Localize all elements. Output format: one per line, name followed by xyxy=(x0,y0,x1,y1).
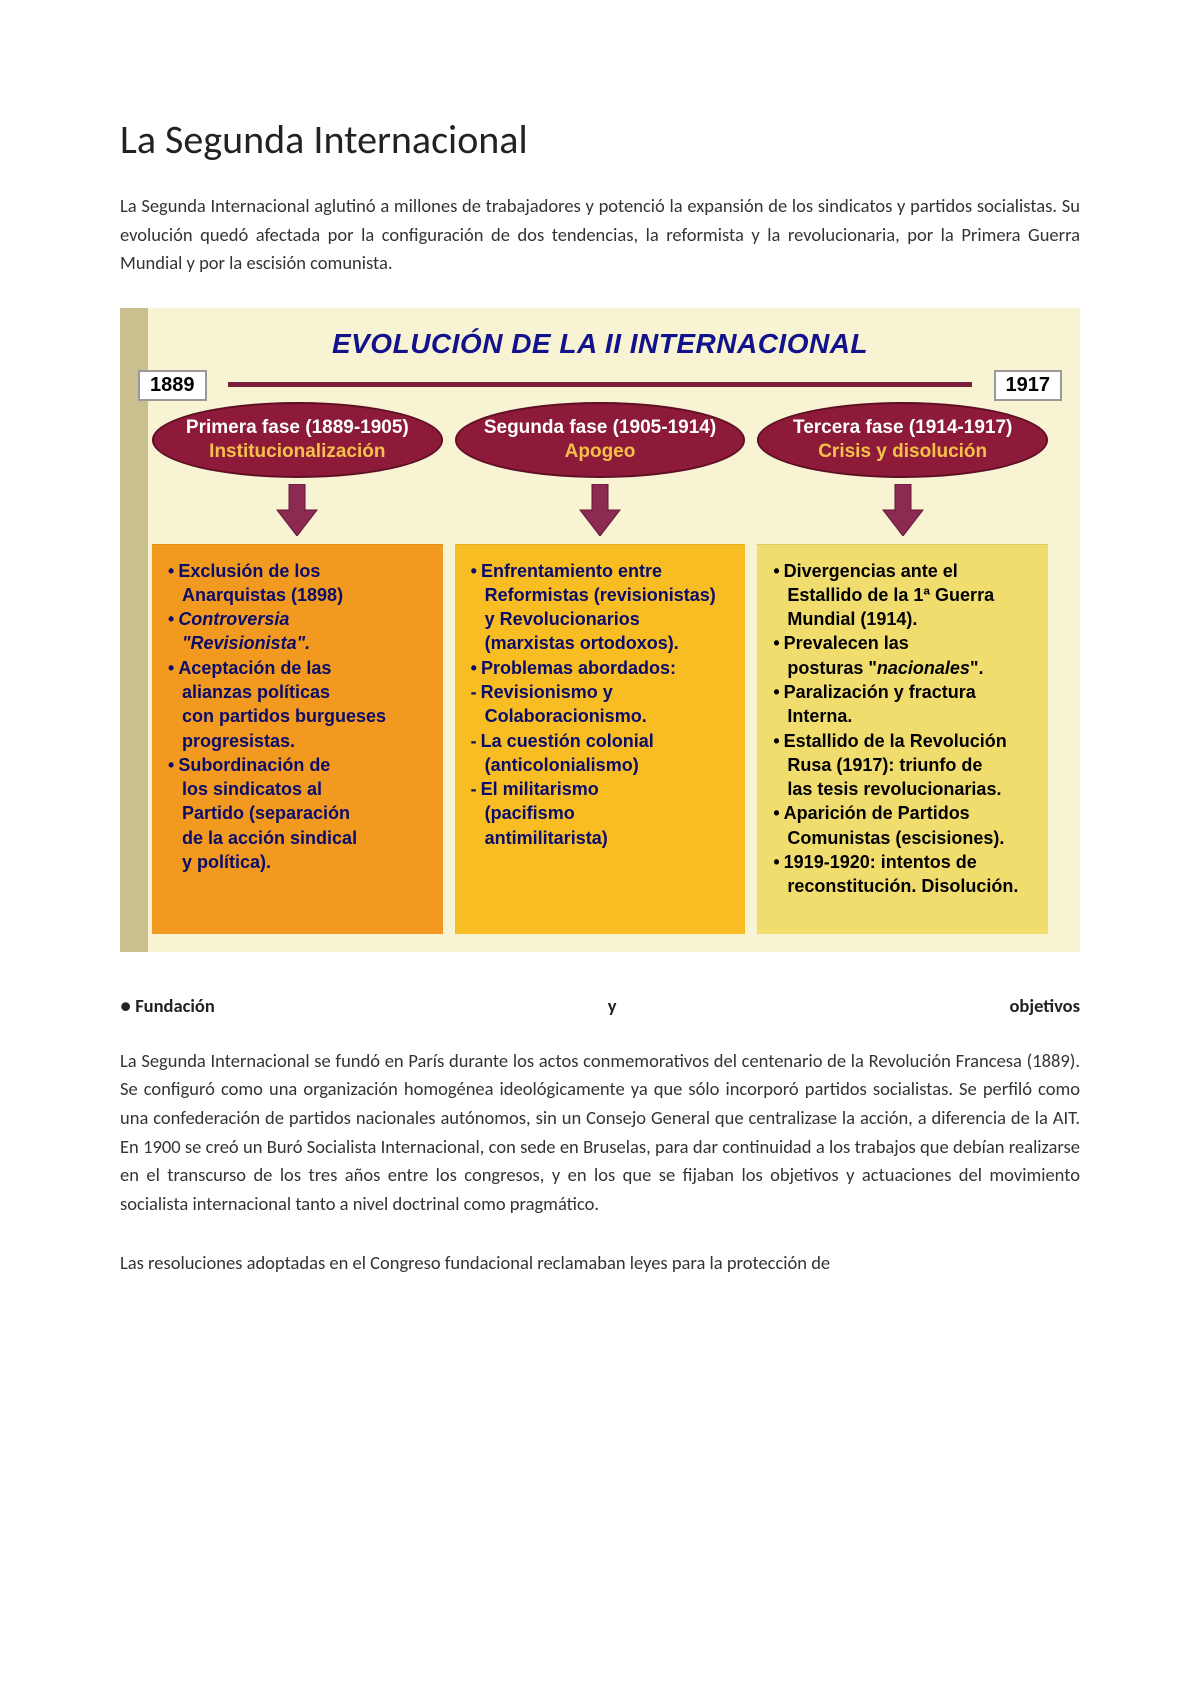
b2-5c: antimilitarista) xyxy=(471,826,732,850)
b1-4e: y política). xyxy=(168,850,429,874)
down-arrow-icon xyxy=(578,484,622,536)
phase-row: Primera fase (1889-1905) Institucionaliz… xyxy=(146,402,1054,934)
phase-col-2: Segunda fase (1905-1914) Apogeo •Enfrent… xyxy=(449,402,752,934)
b3-1a: Divergencias ante el xyxy=(784,559,958,583)
phase2-line2: Apogeo xyxy=(467,440,734,464)
phase-oval-3: Tercera fase (1914-1917) Crisis y disolu… xyxy=(757,402,1048,478)
b2-3b: Colaboracionismo. xyxy=(471,704,732,728)
detail-box-3: •Divergencias ante el Estallido de la 1ª… xyxy=(757,544,1048,934)
b1-1b: Anarquistas (1898) xyxy=(168,583,429,607)
year-start: 1889 xyxy=(138,370,207,401)
paragraph-2: Las resoluciones adoptadas en el Congres… xyxy=(120,1249,1080,1278)
b3-6a: 1919-1920: intentos de xyxy=(784,850,977,874)
b3-3a: Paralización y fractura xyxy=(784,680,976,704)
intro-paragraph: La Segunda Internacional aglutinó a mill… xyxy=(120,192,1080,278)
b1-2a: Controversia xyxy=(178,607,289,631)
b3-1c: Mundial (1914). xyxy=(773,607,1034,631)
b2-1b: Reformistas (revisionistas) xyxy=(471,583,732,607)
section-heading: ●Fundación y objetivos xyxy=(120,994,1080,1017)
phase-oval-2: Segunda fase (1905-1914) Apogeo xyxy=(455,402,746,478)
phase3-line1: Tercera fase (1914-1917) xyxy=(769,416,1036,440)
page-title: La Segunda Internacional xyxy=(120,115,1080,164)
down-arrow-icon xyxy=(881,484,925,536)
b1-2b: "Revisionista". xyxy=(168,631,429,655)
timeline: 1889 1917 xyxy=(138,366,1062,400)
b3-1b: Estallido de la 1ª Guerra xyxy=(773,583,1034,607)
b3-3b: Interna. xyxy=(773,704,1034,728)
b3-6b: reconstitución. Disolución. xyxy=(773,874,1034,898)
b2-5a: El militarismo xyxy=(481,777,599,801)
evolution-diagram: EVOLUCIÓN DE LA II INTERNACIONAL 1889 19… xyxy=(120,308,1080,952)
b2-2: Problemas abordados: xyxy=(481,656,676,680)
b2-4a: La cuestión colonial xyxy=(481,729,654,753)
detail-box-2: •Enfrentamiento entre Reformistas (revis… xyxy=(455,544,746,934)
phase1-line2: Institucionalización xyxy=(164,440,431,464)
b1-4c: Partido (separación xyxy=(168,801,429,825)
b3-2b: posturas "nacionales". xyxy=(773,656,1034,680)
head-w2: y xyxy=(608,994,617,1017)
phase2-line1: Segunda fase (1905-1914) xyxy=(467,416,734,440)
detail-box-1: •Exclusión de los Anarquistas (1898) •Co… xyxy=(152,544,443,934)
head-w3: objetivos xyxy=(1009,994,1080,1017)
b1-3d: progresistas. xyxy=(168,729,429,753)
b1-3a: Aceptación de las xyxy=(178,656,331,680)
b1-4b: los sindicatos al xyxy=(168,777,429,801)
phase-col-1: Primera fase (1889-1905) Institucionaliz… xyxy=(146,402,449,934)
b2-4b: (anticolonialismo) xyxy=(471,753,732,777)
b2-1a: Enfrentamiento entre xyxy=(481,559,662,583)
b1-3c: con partidos burgueses xyxy=(168,704,429,728)
down-arrow-icon xyxy=(275,484,319,536)
b1-4a: Subordinación de xyxy=(178,753,330,777)
timeline-bar xyxy=(228,382,972,387)
b3-5b: Comunistas (escisiones). xyxy=(773,826,1034,850)
b3-5a: Aparición de Partidos xyxy=(784,801,970,825)
b2-5b: (pacifismo xyxy=(471,801,732,825)
b2-1d: (marxistas ortodoxos). xyxy=(471,631,732,655)
b2-1c: y Revolucionarios xyxy=(471,607,732,631)
b1-4d: de la acción sindical xyxy=(168,826,429,850)
year-end: 1917 xyxy=(994,370,1063,401)
b1-1a: Exclusión de los xyxy=(178,559,320,583)
paragraph-1: La Segunda Internacional se fundó en Par… xyxy=(120,1047,1080,1219)
b2-3a: Revisionismo y xyxy=(481,680,613,704)
phase-col-3: Tercera fase (1914-1917) Crisis y disolu… xyxy=(751,402,1054,934)
phase3-line2: Crisis y disolución xyxy=(769,440,1036,464)
b1-3b: alianzas políticas xyxy=(168,680,429,704)
b3-4a: Estallido de la Revolución xyxy=(784,729,1007,753)
b3-4c: las tesis revolucionarias. xyxy=(773,777,1034,801)
diagram-title: EVOLUCIÓN DE LA II INTERNACIONAL xyxy=(138,328,1062,360)
head-w1: Fundación xyxy=(135,994,215,1017)
phase-oval-1: Primera fase (1889-1905) Institucionaliz… xyxy=(152,402,443,478)
phase1-line1: Primera fase (1889-1905) xyxy=(164,416,431,440)
b3-4b: Rusa (1917): triunfo de xyxy=(773,753,1034,777)
b3-2a: Prevalecen las xyxy=(784,631,909,655)
